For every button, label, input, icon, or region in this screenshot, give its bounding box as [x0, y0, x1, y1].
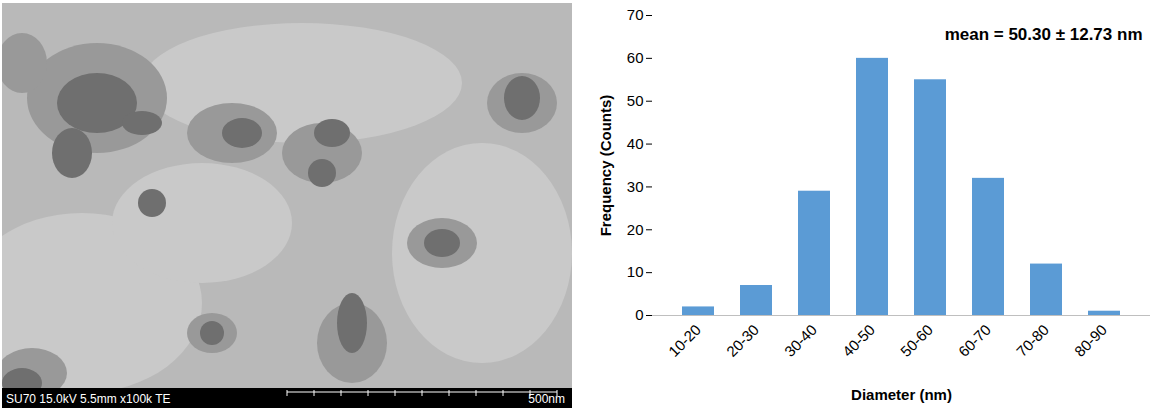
svg-text:30-40: 30-40 [781, 321, 820, 360]
svg-text:70: 70 [627, 6, 644, 23]
svg-text:40-50: 40-50 [839, 321, 878, 360]
svg-text:30: 30 [627, 178, 644, 195]
svg-text:50-60: 50-60 [897, 321, 936, 360]
svg-text:70-80: 70-80 [1013, 321, 1052, 360]
svg-text:80-90: 80-90 [1071, 321, 1110, 360]
svg-text:500nm: 500nm [528, 392, 565, 406]
svg-text:Diameter (nm): Diameter (nm) [851, 386, 952, 403]
svg-text:10: 10 [627, 263, 644, 280]
svg-text:mean = 50.30 ± 12.73 nm: mean = 50.30 ± 12.73 nm [945, 25, 1143, 44]
svg-text:60: 60 [627, 49, 644, 66]
svg-text:40: 40 [627, 135, 644, 152]
svg-text:10-20: 10-20 [665, 321, 704, 360]
svg-text:50: 50 [627, 92, 644, 109]
svg-text:20-30: 20-30 [723, 321, 762, 360]
svg-text:Frequency (Counts): Frequency (Counts) [597, 95, 614, 237]
svg-text:SU70 15.0kV 5.5mm x100k TE: SU70 15.0kV 5.5mm x100k TE [6, 392, 171, 406]
svg-text:20: 20 [627, 221, 644, 238]
svg-text:60-70: 60-70 [955, 321, 994, 360]
svg-text:0: 0 [635, 306, 643, 323]
